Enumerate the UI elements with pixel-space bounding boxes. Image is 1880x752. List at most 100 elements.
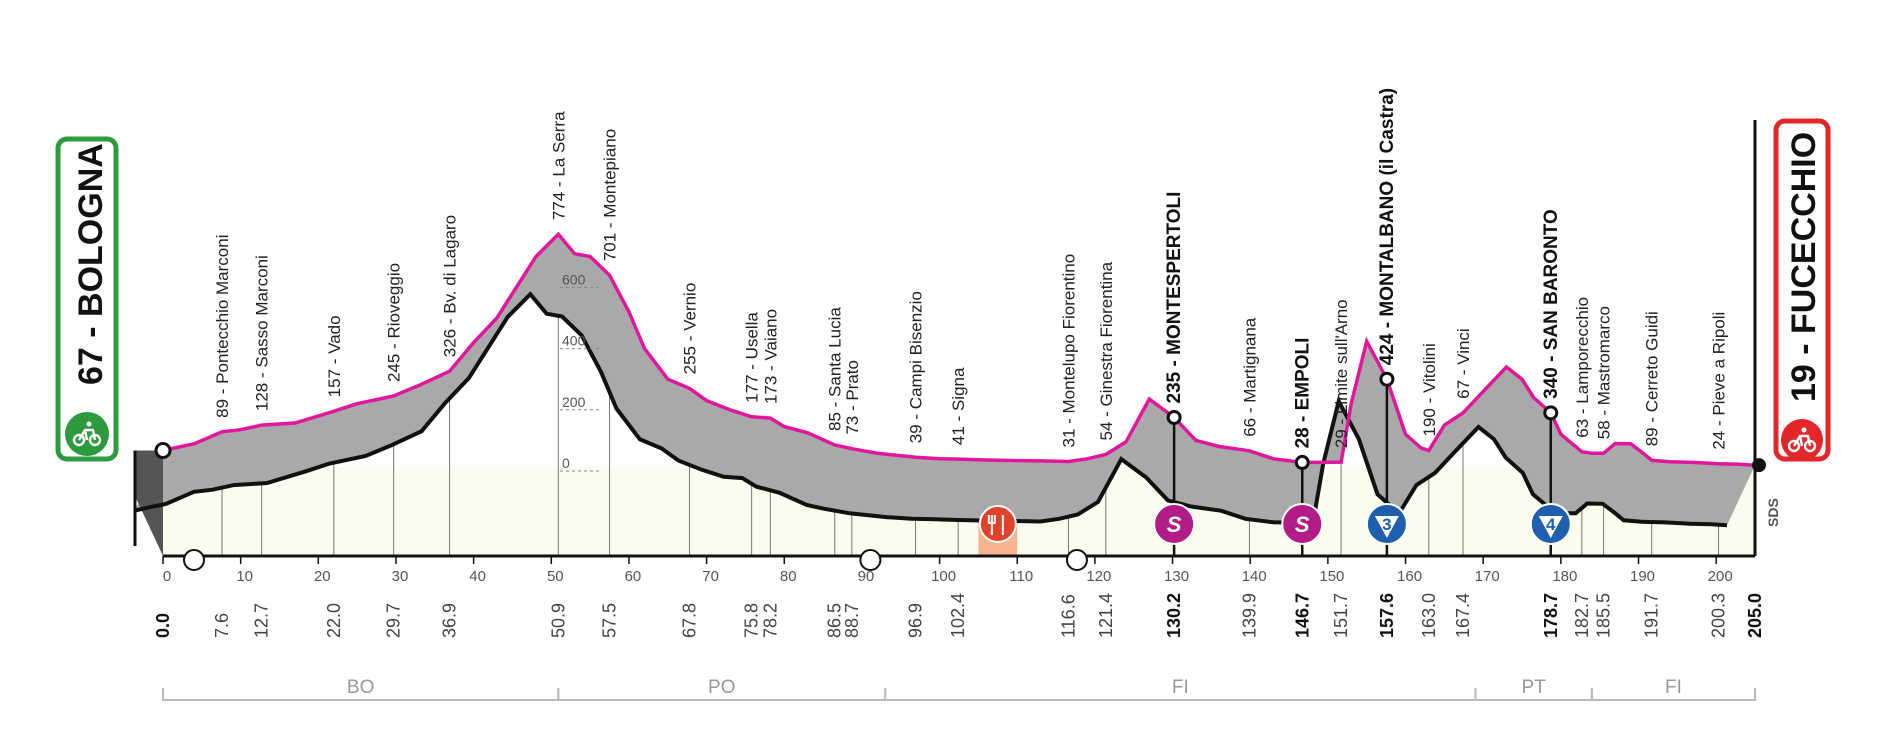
km-mark-label: 146.7 xyxy=(1292,593,1312,638)
place-label: 73 - Prato xyxy=(843,360,862,435)
km-mark-label: 29.7 xyxy=(384,603,404,638)
start-badge: 67 - BOLOGNA xyxy=(55,136,119,462)
x-tick-label: 160 xyxy=(1397,568,1422,585)
x-tick-label: 180 xyxy=(1552,568,1577,585)
place-label: 340 - SAN BARONTO xyxy=(1541,209,1562,399)
start-point xyxy=(154,441,172,459)
km-mark-label: 116.6 xyxy=(1058,594,1078,638)
bike-start-glyph xyxy=(72,421,102,447)
chart-layer: 600 400 200 0 0 10 20 30 40 50 60 70 80 90 100 110 120 13… xyxy=(133,88,1766,701)
finish-badge: 19 - FUCECCHIO xyxy=(1773,118,1831,462)
km-mark-label: 86.5 xyxy=(825,603,845,638)
km-mark-label: 75.8 xyxy=(742,603,762,638)
km-mark-label: 36.9 xyxy=(440,603,460,638)
x-tick-label: 190 xyxy=(1630,568,1655,585)
x-tick-label: 120 xyxy=(1086,568,1111,585)
sds-logo: SDS xyxy=(1765,498,1781,527)
place-label: 31 - Montelupo Fiorentino xyxy=(1059,254,1078,448)
start-badge-frame xyxy=(55,136,119,462)
start-city-label: 67 - BOLOGNA xyxy=(72,143,110,385)
km-mark-label: 102.4 xyxy=(948,593,968,638)
place-label: 128 - Sasso Marconi xyxy=(253,255,272,411)
x-tick-label: 100 xyxy=(931,568,956,585)
place-label: 89 - Cerreto Guidi xyxy=(1643,311,1662,446)
x-tick-label: 150 xyxy=(1319,568,1344,585)
alt-tick-label: 600 xyxy=(562,271,586,287)
place-label: 58 - Mastromarco xyxy=(1595,306,1614,439)
x-tick-label: 200 xyxy=(1708,568,1733,585)
km-mark-label: 157.6 xyxy=(1377,593,1397,638)
kilometer-zero-icon xyxy=(182,549,205,571)
climb-category-label: 3 xyxy=(1382,515,1391,534)
x-tick-label: 110 xyxy=(1009,568,1033,585)
km-mark-label: 151.7 xyxy=(1331,593,1351,638)
place-label: 701 - Montepiano xyxy=(601,129,620,261)
km-mark-label: 182.7 xyxy=(1572,593,1592,638)
km-mark-label: 7.6 xyxy=(212,613,232,638)
km-mark-label: 50.9 xyxy=(548,603,568,638)
km-mark-label: 139.9 xyxy=(1239,593,1259,638)
km-mark-label: 200.3 xyxy=(1709,593,1729,638)
place-label: 63 - Lamporecchio xyxy=(1573,297,1592,438)
province-label: BO xyxy=(347,677,374,698)
sprint-label: S xyxy=(1167,512,1182,537)
profile-crest xyxy=(134,291,1728,528)
place-label: 24 - Pieve a Ripoli xyxy=(1710,312,1729,450)
sprint-label: S xyxy=(1295,512,1310,537)
km-mark-label: 57.5 xyxy=(600,603,620,638)
place-label: 85 - Santa Lucia xyxy=(826,307,845,431)
place-label: 54 - Ginestra Fiorentina xyxy=(1097,261,1116,440)
bike-finish-glyph xyxy=(1787,427,1817,453)
place-label: 255 - Vernio xyxy=(681,283,700,375)
place-label: 774 - La Serra xyxy=(549,111,568,220)
km-mark-label: 67.8 xyxy=(680,603,700,638)
tunnel-icon xyxy=(1065,549,1088,571)
place-label: 66 - Martignana xyxy=(1240,317,1259,437)
sprint-icon xyxy=(1281,503,1324,545)
x-tick-label: 40 xyxy=(469,568,486,585)
km-mark-label: 12.7 xyxy=(252,603,272,638)
x-tick-label: 90 xyxy=(858,568,875,585)
x-tick-label: 20 xyxy=(314,568,331,585)
finish-city-label: 19 - FUCECCHIO xyxy=(1785,132,1823,402)
km-mark-label: 205.0 xyxy=(1745,593,1765,638)
province-label: FI xyxy=(1172,677,1189,698)
place-label: 28 - EMPOLI xyxy=(1292,338,1313,449)
profile-wall xyxy=(135,234,1755,526)
feed-zone-icon xyxy=(978,505,1017,543)
x-tick-label: 50 xyxy=(547,568,564,585)
km-mark-label: 130.2 xyxy=(1164,593,1184,638)
place-label: 245 - Rioveggio xyxy=(385,263,404,382)
province-label: PT xyxy=(1522,677,1547,698)
km-mark-label: 121.4 xyxy=(1096,593,1116,638)
km-mark-label: 22.0 xyxy=(324,603,344,638)
climb-triangle xyxy=(1538,516,1563,538)
alt-tick-label: 400 xyxy=(562,333,586,349)
x-tick-label: 0 xyxy=(163,568,171,585)
place-label: 89 - Pontecchio Marconi xyxy=(213,235,232,418)
km-mark-label: 178.7 xyxy=(1541,593,1561,638)
place-label: 190 - Vitolini xyxy=(1420,343,1439,436)
x-tick-label: 60 xyxy=(625,568,642,585)
place-label: 424 - MONTALBANO (il Castra) xyxy=(1377,88,1398,365)
province-label: FI xyxy=(1665,677,1682,698)
profile-start-face xyxy=(135,450,163,556)
x-tick-label: 170 xyxy=(1475,568,1500,585)
sprint-point xyxy=(1294,454,1310,470)
tunnel-icon xyxy=(859,549,882,571)
x-tick-label: 130 xyxy=(1164,568,1189,585)
x-tick-label: 30 xyxy=(392,568,409,585)
km-mark-label: 88.7 xyxy=(842,603,862,638)
alt-tick-label: 200 xyxy=(562,394,586,410)
climb-category-label: 4 xyxy=(1546,515,1556,534)
km-mark-label: 163.0 xyxy=(1419,593,1439,638)
place-label: 29 - Limite sull'Arno xyxy=(1332,299,1351,448)
sprint-icon xyxy=(1153,503,1196,545)
km-mark-label: 167.4 xyxy=(1453,593,1473,638)
place-label: 326 - Bv. di Lagaro xyxy=(441,215,460,357)
sprint-point xyxy=(1166,409,1182,425)
km-mark-label: 96.9 xyxy=(906,603,926,638)
x-tick-label: 70 xyxy=(702,568,719,585)
place-label: 39 - Campi Bisenzio xyxy=(907,291,926,443)
